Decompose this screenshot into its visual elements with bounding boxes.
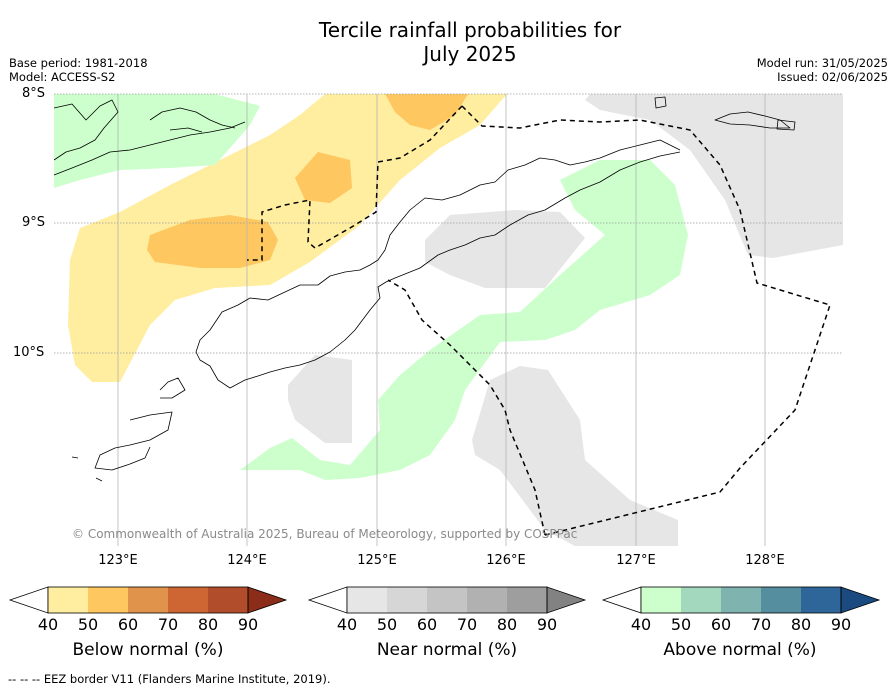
flores-coastline-2 xyxy=(53,121,246,176)
near-normal-region-center xyxy=(425,210,585,288)
colorbar-above-segment xyxy=(801,587,841,613)
near-normal-region-south xyxy=(472,366,678,546)
title-line-1: Tercile rainfall probabilities for xyxy=(318,18,622,42)
base-period: Base period: 1981-2018 xyxy=(9,56,148,70)
lat-label-10s: 10°S xyxy=(13,345,45,360)
colorbar-above xyxy=(601,586,881,614)
below-normal-60-region-a xyxy=(385,94,468,130)
colorbar-near-segment xyxy=(427,587,467,613)
colorbar-below-low-arrow xyxy=(8,586,49,614)
copyright-text: © Commonwealth of Australia 2025, Bureau… xyxy=(72,527,578,541)
colorbar-above-low-arrow xyxy=(601,586,642,614)
wetar-coastline xyxy=(714,111,791,129)
issued-date: Issued: 02/06/2025 xyxy=(777,70,888,84)
longitude-gridlines xyxy=(117,94,766,546)
eez-border-line-2 xyxy=(387,279,546,536)
colorbar-near-tick: 40 xyxy=(336,615,358,634)
colorbar-above-segment xyxy=(681,587,721,613)
below-normal-50-region xyxy=(68,94,507,382)
colorbar-above-tick: 70 xyxy=(750,615,772,634)
meta-right: Model run: 31/05/2025 Issued: 02/06/2025 xyxy=(757,56,888,84)
colorbar-above-segment xyxy=(761,587,801,613)
below-normal-60-region-b xyxy=(295,152,352,203)
colorbar-near-low-arrow xyxy=(307,586,348,614)
colorbar-near xyxy=(307,586,587,614)
coastlines xyxy=(53,96,796,482)
colorbar-near-segment xyxy=(347,587,387,613)
eez-border xyxy=(247,105,831,536)
lon-label-123e: 123°E xyxy=(98,553,138,568)
colorbar-below xyxy=(8,586,288,614)
flores-coastline xyxy=(53,99,119,161)
colorbar-above-tick: 90 xyxy=(830,615,852,634)
colorbar-below-tick: 60 xyxy=(117,615,139,634)
title-line-2: July 2025 xyxy=(423,42,517,66)
colorbar-near-tick: 80 xyxy=(496,615,518,634)
colorbar-below-segment xyxy=(128,587,168,613)
colorbar-below-segment xyxy=(48,587,88,613)
colorbar-near-tick: 60 xyxy=(416,615,438,634)
colorbar-near-tick: 70 xyxy=(456,615,478,634)
lat-label-9s: 9°S xyxy=(22,215,46,230)
alor-coastline xyxy=(149,107,236,133)
model-name: Model: ACCESS-S2 xyxy=(9,70,116,84)
colorbar-title-above: Above normal (%) xyxy=(663,640,817,660)
colorbar-above-tick: 60 xyxy=(710,615,732,634)
colorbar-below-outline xyxy=(47,586,249,614)
eez-border-line-1 xyxy=(461,105,831,536)
colorbar-above-tick: 50 xyxy=(670,615,692,634)
colorbar-near-tick: 50 xyxy=(376,615,398,634)
colorbar-above-high-arrow xyxy=(840,586,881,614)
colorbar-below-tick: 70 xyxy=(157,615,179,634)
timor-coastline xyxy=(195,139,681,389)
colorbar-below-segment xyxy=(88,587,128,613)
colorbar-below-tick: 90 xyxy=(237,615,259,634)
colorbar-near-segment xyxy=(387,587,427,613)
colorbar-title-below: Below normal (%) xyxy=(72,640,224,660)
colorbar-title-near: Near normal (%) xyxy=(376,640,518,660)
colorbar-near-segment xyxy=(467,587,507,613)
colorbar-near-tick: 90 xyxy=(536,615,558,634)
semau-coastline xyxy=(71,456,103,482)
lon-label-128e: 128°E xyxy=(745,553,785,568)
colorbar-near-segment xyxy=(507,587,547,613)
colorbar-below-tick: 50 xyxy=(77,615,99,634)
colorbar-above-segment xyxy=(641,587,681,613)
colorbar-above-tick: 80 xyxy=(790,615,812,634)
near-normal-region-north xyxy=(585,94,843,258)
lon-label-124e: 124°E xyxy=(227,553,267,568)
below-normal-60-region-c xyxy=(147,215,278,268)
colorbar-above-outline xyxy=(640,586,842,614)
near-normal-region-west xyxy=(288,355,352,443)
lat-label-8s: 8°S xyxy=(22,86,46,101)
map-title: Tercile rainfall probabilities for July … xyxy=(0,18,896,66)
colorbar-below-high-arrow xyxy=(247,586,288,614)
above-normal-region-nw xyxy=(54,94,260,188)
colorbar-above-segment xyxy=(721,587,761,613)
map-area xyxy=(53,93,843,546)
colorbar-below-segment xyxy=(168,587,208,613)
colorbar-below-tick: 40 xyxy=(37,615,59,634)
eez-footnote: -- -- -- EEZ border V11 (Flanders Marine… xyxy=(8,672,331,686)
roti-coastline xyxy=(94,377,186,471)
lon-label-125e: 125°E xyxy=(357,553,397,568)
lon-label-126e: 126°E xyxy=(486,553,526,568)
colorbar-near-high-arrow xyxy=(546,586,587,614)
above-normal-region-main xyxy=(240,160,688,480)
latitude-gridlines xyxy=(54,93,843,354)
colorbar-near-outline xyxy=(346,586,548,614)
wetar-coastline-2 xyxy=(654,96,796,131)
model-run: Model run: 31/05/2025 xyxy=(756,56,888,70)
eez-border-line-3 xyxy=(247,105,463,261)
colorbar-above-tick: 40 xyxy=(630,615,652,634)
lon-label-127e: 127°E xyxy=(616,553,656,568)
meta-left: Base period: 1981-2018 Model: ACCESS-S2 xyxy=(9,56,148,84)
colorbar-below-segment xyxy=(208,587,248,613)
colorbar-below-tick: 80 xyxy=(197,615,219,634)
